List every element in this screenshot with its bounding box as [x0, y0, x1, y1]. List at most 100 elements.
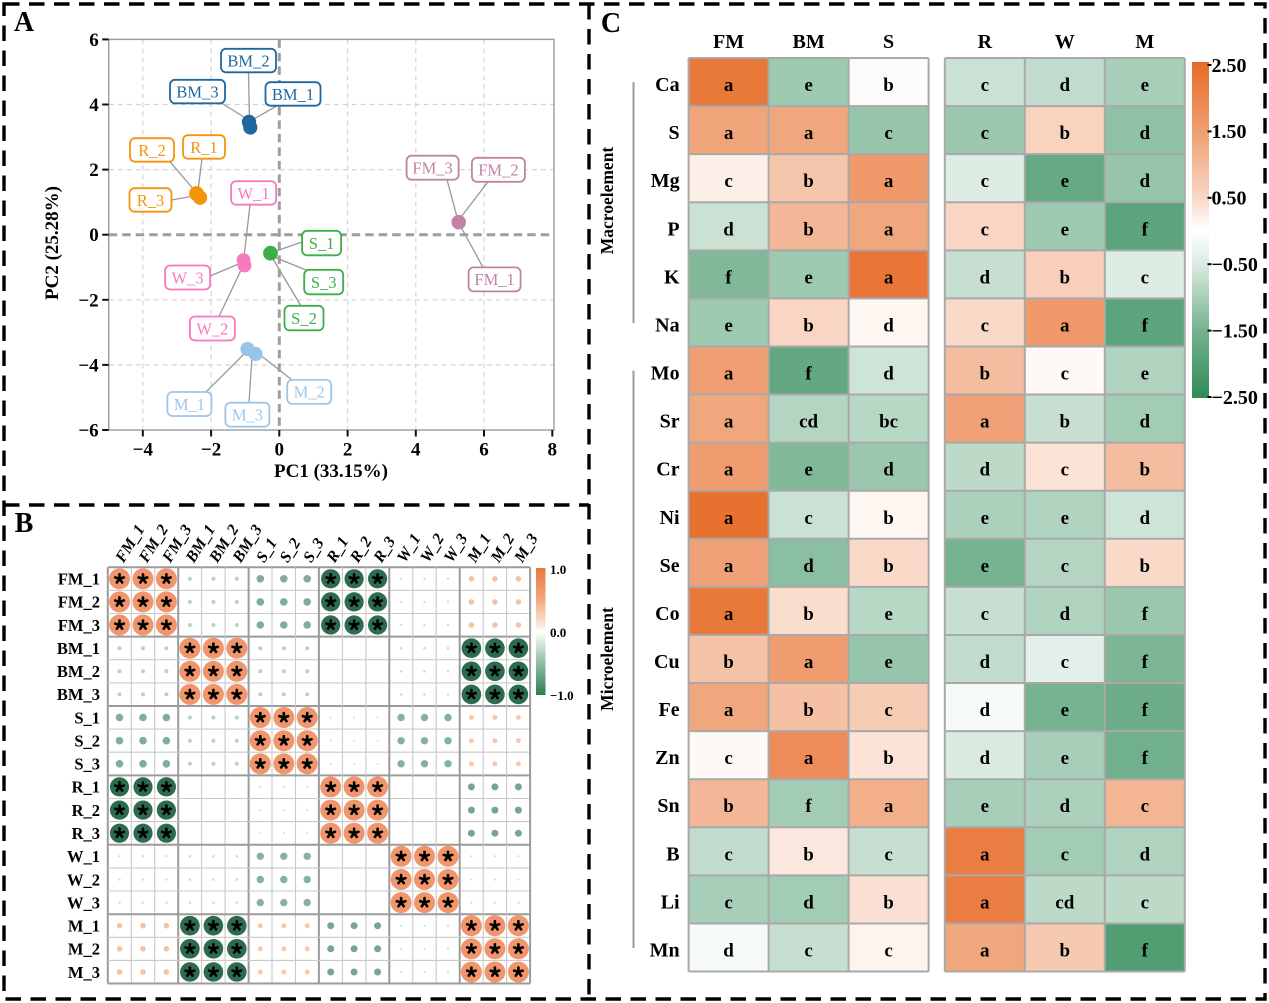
svg-text:a: a — [724, 123, 734, 144]
svg-text:c: c — [724, 892, 732, 913]
svg-text:e: e — [981, 508, 989, 529]
svg-text:0: 0 — [89, 225, 99, 246]
svg-text:b: b — [803, 844, 814, 865]
svg-text:c: c — [724, 844, 732, 865]
svg-text:b: b — [883, 75, 894, 96]
svg-text:Ni: Ni — [660, 507, 680, 529]
svg-text:b: b — [803, 315, 814, 336]
svg-text:−1.0: −1.0 — [550, 688, 574, 703]
svg-text:a: a — [804, 123, 814, 144]
svg-text:d: d — [883, 315, 894, 336]
svg-text:Cr: Cr — [656, 459, 679, 481]
svg-text:d: d — [980, 700, 991, 721]
svg-text:−0.50: −0.50 — [1212, 254, 1258, 276]
svg-text:1.0: 1.0 — [550, 562, 566, 577]
svg-text:Se: Se — [660, 555, 680, 577]
svg-text:e: e — [884, 604, 892, 625]
svg-text:c: c — [981, 171, 989, 192]
svg-text:b: b — [1140, 460, 1151, 481]
svg-text:f: f — [1142, 940, 1149, 961]
svg-text:R_3: R_3 — [72, 824, 100, 843]
svg-text:W_2: W_2 — [67, 870, 100, 889]
svg-text:W_3: W_3 — [67, 893, 100, 912]
svg-text:c: c — [884, 700, 892, 721]
svg-text:6: 6 — [479, 440, 489, 461]
svg-text:Zn: Zn — [655, 747, 679, 769]
svg-text:b: b — [803, 219, 814, 240]
svg-text:b: b — [803, 171, 814, 192]
svg-text:FM_1: FM_1 — [474, 270, 514, 289]
svg-text:a: a — [724, 412, 734, 433]
svg-text:−2: −2 — [78, 290, 98, 311]
svg-text:c: c — [981, 604, 989, 625]
svg-text:−2: −2 — [201, 440, 221, 461]
svg-text:c: c — [884, 844, 892, 865]
svg-text:f: f — [1142, 700, 1149, 721]
svg-text:a: a — [1060, 315, 1070, 336]
svg-text:c: c — [1141, 796, 1149, 817]
svg-text:Sr: Sr — [660, 411, 680, 433]
svg-text:b: b — [883, 748, 894, 769]
svg-text:b: b — [883, 892, 894, 913]
svg-text:a: a — [884, 267, 894, 288]
svg-text:b: b — [803, 604, 814, 625]
svg-text:S_2: S_2 — [291, 309, 317, 328]
svg-text:a: a — [724, 556, 734, 577]
svg-text:e: e — [981, 796, 989, 817]
svg-text:d: d — [723, 219, 734, 240]
svg-text:a: a — [884, 219, 894, 240]
svg-text:d: d — [1140, 123, 1151, 144]
svg-text:c: c — [1141, 892, 1149, 913]
svg-text:d: d — [980, 748, 991, 769]
svg-text:d: d — [1140, 844, 1151, 865]
svg-text:b: b — [1140, 556, 1151, 577]
svg-text:PC1 (33.15%): PC1 (33.15%) — [274, 461, 388, 482]
svg-text:c: c — [804, 508, 812, 529]
svg-text:d: d — [1060, 796, 1071, 817]
svg-text:b: b — [883, 556, 894, 577]
svg-text:a: a — [724, 460, 734, 481]
svg-text:d: d — [723, 940, 734, 961]
svg-text:BM: BM — [792, 31, 824, 53]
svg-text:Li: Li — [661, 891, 680, 913]
svg-text:a: a — [980, 412, 990, 433]
svg-text:e: e — [981, 556, 989, 577]
svg-text:−2.50: −2.50 — [1212, 387, 1258, 409]
svg-text:f: f — [1142, 652, 1149, 673]
svg-text:a: a — [980, 892, 990, 913]
svg-text:Fe: Fe — [659, 699, 680, 721]
svg-text:e: e — [804, 267, 812, 288]
svg-text:FM_2: FM_2 — [58, 593, 100, 612]
svg-text:c: c — [981, 315, 989, 336]
svg-text:e: e — [1141, 364, 1149, 385]
svg-text:c: c — [724, 171, 732, 192]
svg-text:c: c — [1061, 460, 1069, 481]
svg-text:M_3: M_3 — [68, 963, 100, 982]
svg-text:d: d — [980, 267, 991, 288]
svg-text:c: c — [724, 748, 732, 769]
svg-text:−1.50: −1.50 — [1212, 320, 1258, 342]
svg-text:R_1: R_1 — [72, 778, 100, 797]
svg-text:R_2: R_2 — [72, 801, 100, 820]
svg-text:c: c — [884, 123, 892, 144]
svg-text:M_1: M_1 — [68, 917, 100, 936]
svg-text:0.0: 0.0 — [550, 625, 566, 640]
svg-text:a: a — [980, 940, 990, 961]
svg-text:c: c — [884, 940, 892, 961]
svg-text:BM_1: BM_1 — [57, 639, 100, 658]
svg-text:FM_3: FM_3 — [412, 159, 452, 178]
svg-text:M: M — [1135, 31, 1154, 53]
svg-text:f: f — [1142, 315, 1149, 336]
svg-text:b: b — [883, 508, 894, 529]
svg-text:−4: −4 — [133, 440, 154, 461]
svg-text:W_1: W_1 — [67, 847, 100, 866]
svg-text:d: d — [803, 556, 814, 577]
svg-text:BM_2: BM_2 — [227, 51, 269, 70]
svg-text:BM_1: BM_1 — [272, 85, 314, 104]
svg-text:d: d — [1060, 75, 1071, 96]
svg-text:a: a — [724, 364, 734, 385]
svg-text:b: b — [1060, 123, 1071, 144]
svg-text:d: d — [1060, 604, 1071, 625]
svg-text:e: e — [1061, 748, 1069, 769]
svg-text:M_1: M_1 — [174, 395, 205, 414]
